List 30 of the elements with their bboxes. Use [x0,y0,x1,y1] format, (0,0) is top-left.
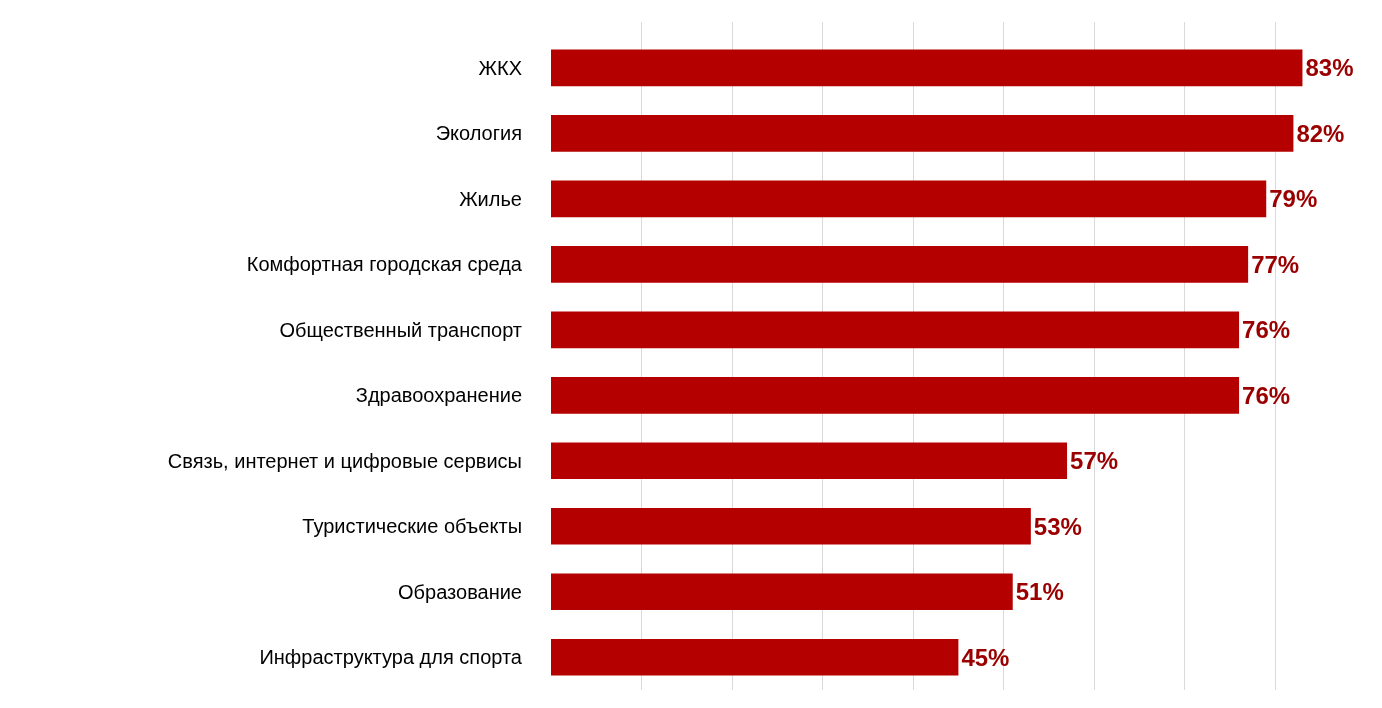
y-tick-label: Инфраструктура для спорта [259,646,523,669]
y-tick-label: Здравоохранение [355,384,522,407]
y-tick-label: Общественный транспорт [279,318,522,341]
bar [551,311,1240,349]
data-label: 77% [1251,250,1300,278]
data-label: 51% [1015,578,1064,606]
data-label: 82% [1296,119,1345,147]
bar [551,49,1303,87]
data-label: 76% [1242,316,1291,344]
y-tick-label: Комфортная городская среда [246,253,523,276]
y-tick-label: ЖКХ [478,56,522,79]
bar [551,442,1068,480]
y-tick-label: Жилье [459,187,522,210]
data-label: 76% [1242,381,1291,409]
bar [551,115,1294,152]
bar [551,180,1267,218]
y-tick-label: Туристические объекты [302,515,522,538]
bar [551,507,1031,545]
y-tick-label: Экология [435,122,522,145]
bar [551,245,1249,283]
data-label: 79% [1269,185,1318,213]
bar [551,638,959,676]
data-label: 45% [961,643,1010,671]
y-tick-label: Образование [398,580,522,603]
data-label: 83% [1305,54,1354,82]
bar [551,376,1240,414]
data-label: 53% [1033,512,1082,540]
data-label: 57% [1070,447,1119,475]
y-tick-label: Связь, интернет и цифровые сервисы [167,449,522,472]
bar [551,573,1013,611]
